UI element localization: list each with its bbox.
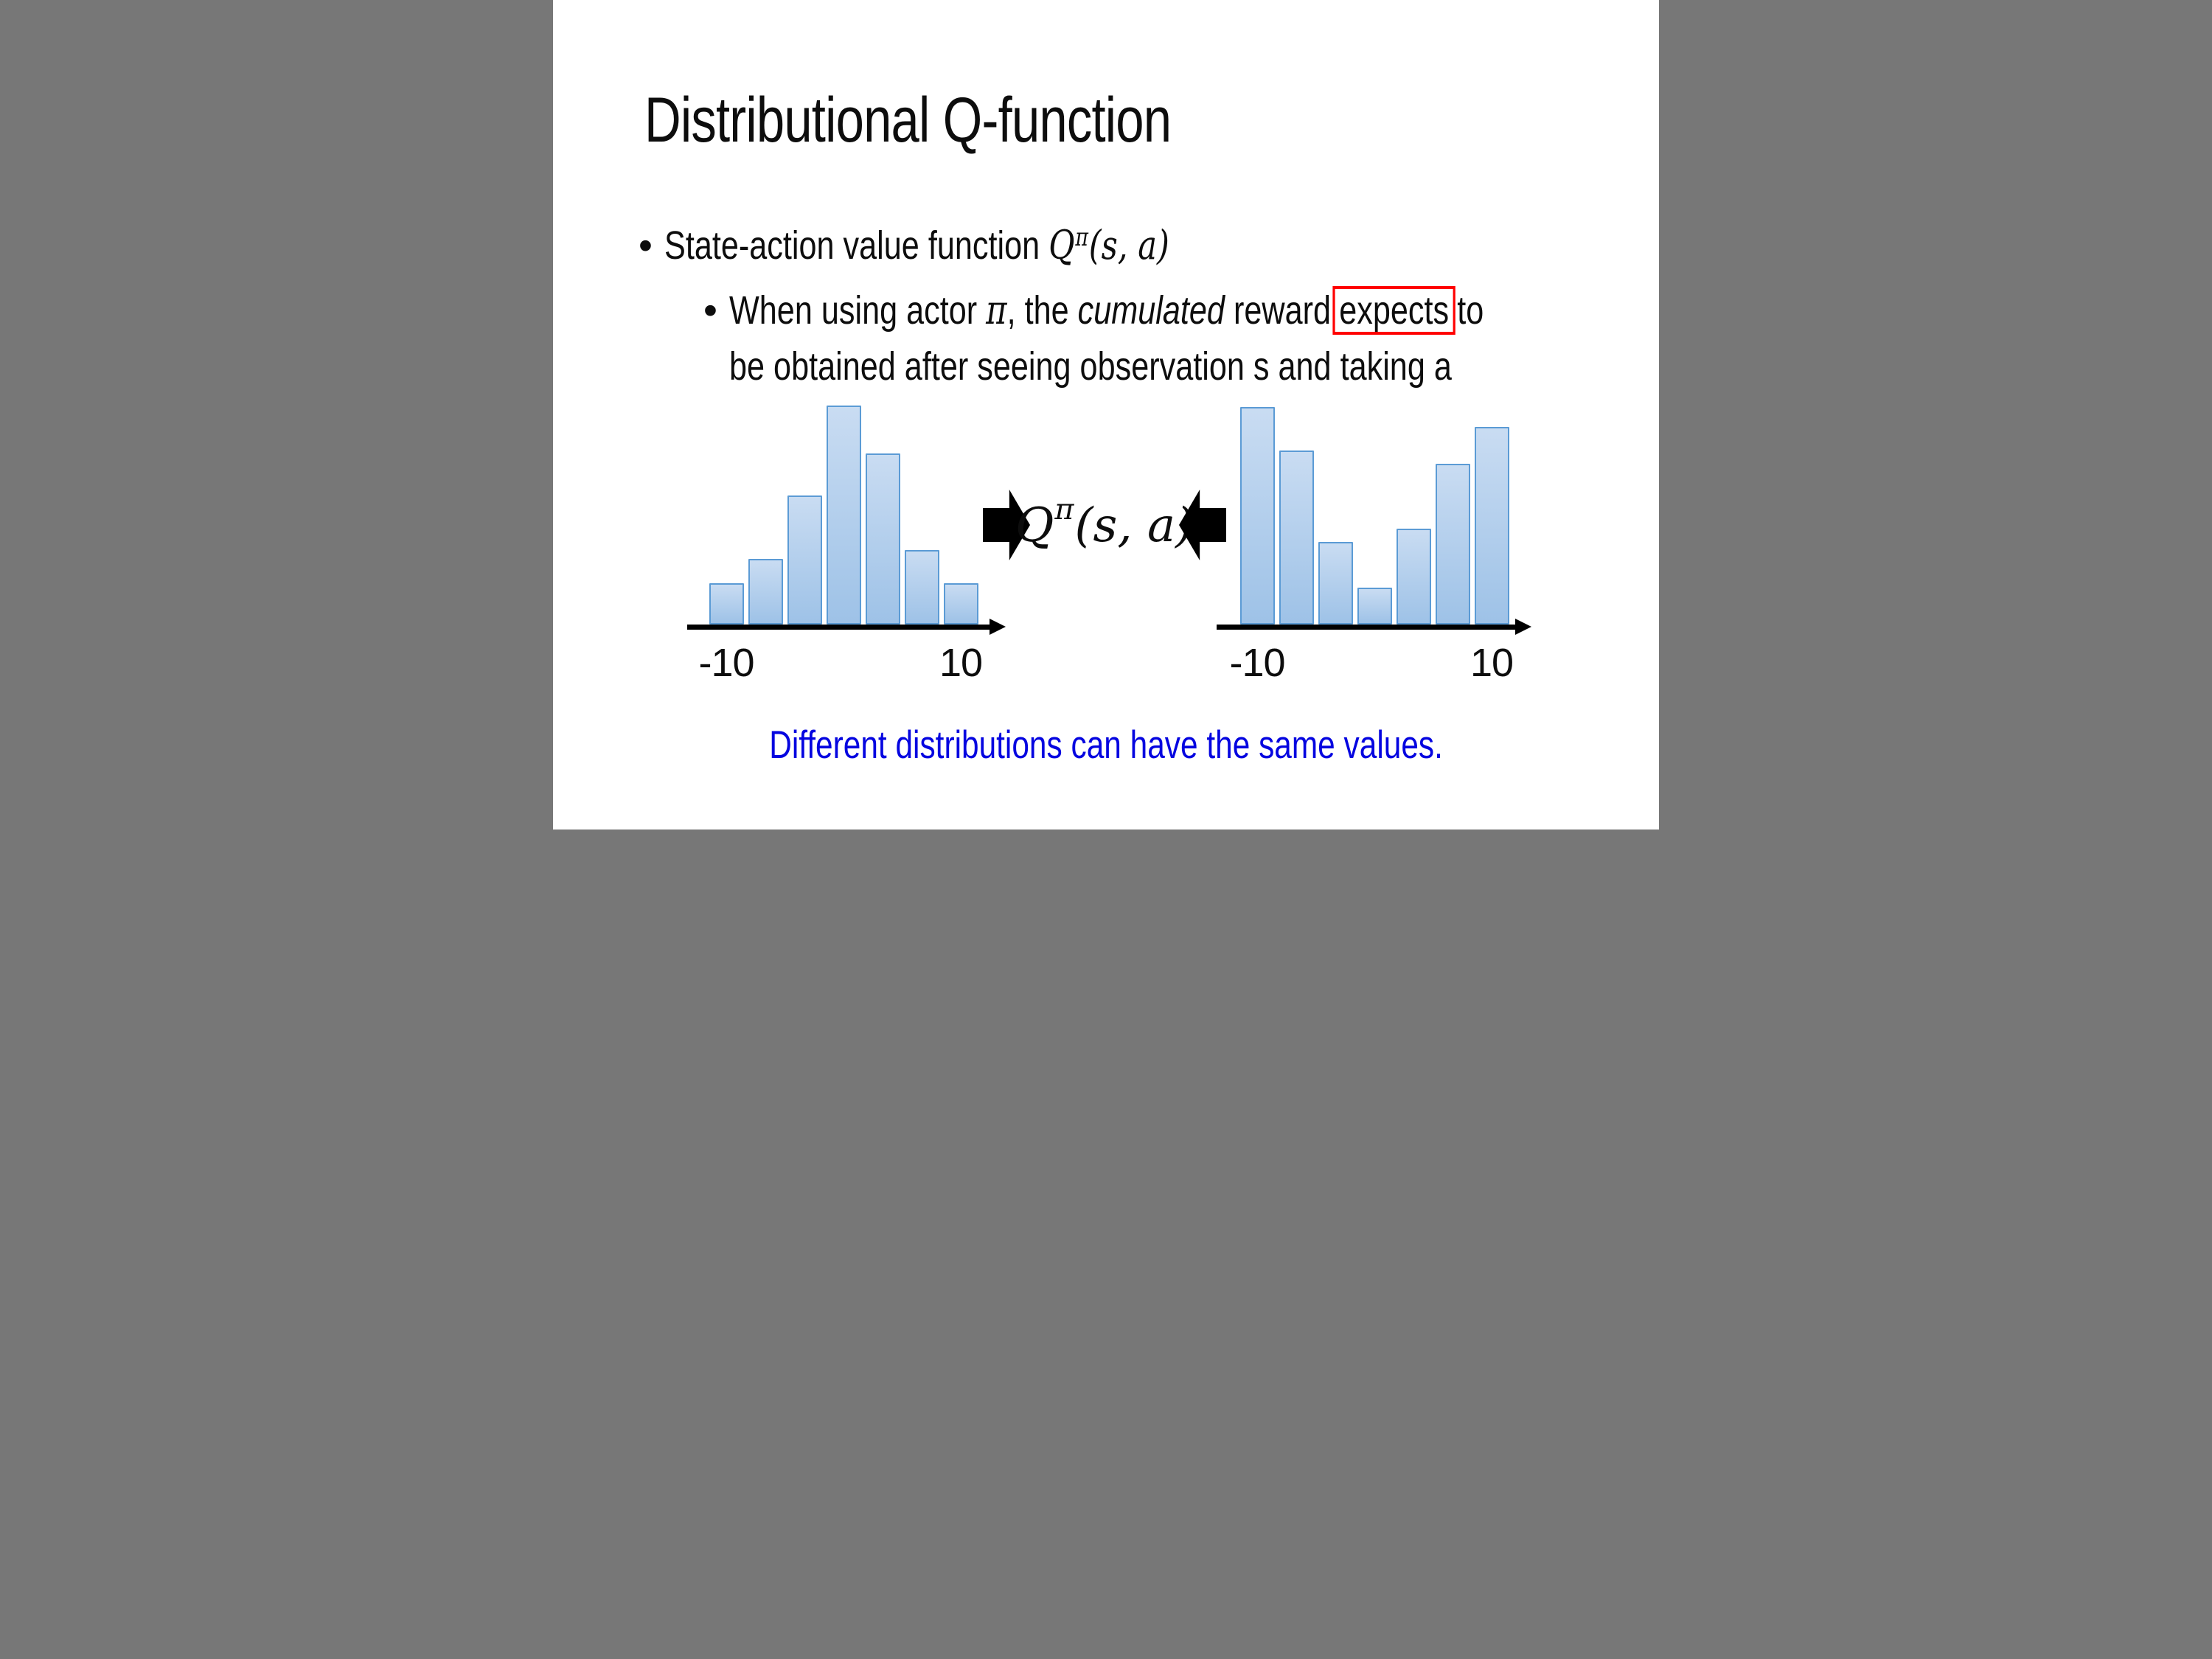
- text-segment: When using actor: [728, 288, 987, 333]
- bullet-item-state-action: • State-action value function Qπ(s, a): [639, 221, 1295, 275]
- x-axis-arrowhead-icon: [1515, 619, 1531, 635]
- bullet1-text: State-action value function Qπ(s, a): [664, 221, 1169, 275]
- text-segment: to: [1457, 288, 1484, 333]
- histogram-bar: [1279, 451, 1314, 625]
- x-axis-line: [1217, 625, 1515, 630]
- histogram-bar: [748, 559, 783, 625]
- histogram-right-distribution: -10 10: [1217, 406, 1556, 715]
- x-axis-line: [687, 625, 990, 630]
- bullet2-line1: When using actor π, the cumulated reward…: [729, 282, 1484, 338]
- histogram-bar: [1436, 464, 1470, 625]
- math-q-symbol: Q: [1048, 222, 1075, 268]
- bullet1-prefix: State-action value function: [664, 223, 1049, 268]
- histogram-bar: [787, 495, 822, 625]
- bullet2-lines: When using actor π, the cumulated reward…: [729, 282, 1659, 394]
- histogram-bar: [1240, 407, 1275, 625]
- bullet-icon: •: [639, 223, 653, 268]
- slide: Distributional Q-function • State-action…: [553, 0, 1659, 830]
- axis-tick-label: -10: [698, 641, 754, 685]
- caption: Different distributions can have the sam…: [553, 723, 1659, 768]
- math-pi-superscript: π: [1054, 493, 1074, 527]
- histogram-bar: [709, 583, 744, 625]
- axis-tick-label: 10: [1470, 641, 1514, 685]
- caption-text: Different distributions can have the sam…: [769, 723, 1443, 767]
- histogram-bar: [944, 583, 978, 625]
- bullet-item-when-using-actor: • When using actor π, the cumulated rewa…: [703, 282, 1659, 394]
- math-args: (s, a): [1088, 222, 1169, 268]
- bullet-icon: •: [703, 288, 717, 333]
- histogram-bar: [1357, 588, 1392, 625]
- histogram-bar: [905, 550, 939, 625]
- histogram-left-distribution: -10 10: [687, 406, 1026, 715]
- axis-tick-label: -10: [1229, 641, 1285, 685]
- histogram-bar: [827, 406, 861, 625]
- bullet2-line2: be obtained after seeing observation s a…: [728, 344, 1452, 389]
- histogram-bar: [1397, 529, 1431, 625]
- highlighted-word-expects: expects: [1332, 286, 1455, 335]
- histogram-bar: [866, 453, 900, 625]
- histogram-bar: [1475, 427, 1509, 625]
- text-segment: reward: [1224, 288, 1331, 333]
- axis-tick-label: 10: [939, 641, 983, 685]
- x-axis-arrowhead-icon: [990, 619, 1006, 635]
- text-segment: cumulated: [1077, 288, 1225, 333]
- math-pi-superscript: π: [1075, 222, 1088, 251]
- page-title: Distributional Q-function: [644, 85, 1303, 156]
- histogram-bar: [1318, 542, 1353, 625]
- math-args: (s, a): [1074, 498, 1194, 553]
- math-q-symbol: Q: [1015, 498, 1054, 553]
- text-segment: π: [986, 287, 1007, 333]
- text-segment: , the: [1006, 288, 1078, 333]
- page-title-text: Distributional Q-function: [644, 85, 1172, 156]
